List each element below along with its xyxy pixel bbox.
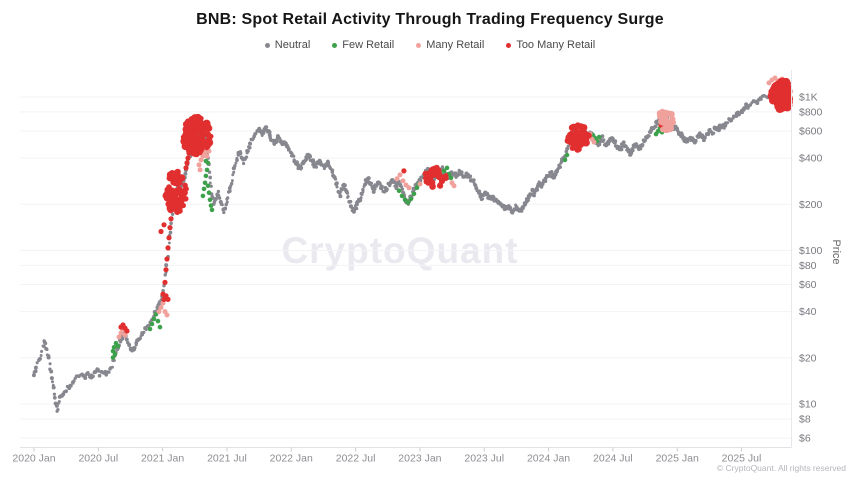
axes: $1K $800 $600 $400 $200 $100 $80 $60 $40 $20 $10 $8…: [12, 70, 823, 465]
cluster-points-few_retail: [110, 125, 667, 360]
legend-label: Many Retail: [426, 39, 485, 51]
x-tick-label: 2025 Jan: [656, 453, 699, 465]
x-tick-label: 2022 Jul: [336, 453, 376, 465]
chart-legend: Neutral Few Retail Many Retail Too Many Ret…: [0, 39, 860, 51]
y-tick-label: $400: [799, 153, 823, 165]
legend-label: Neutral: [274, 39, 311, 51]
legend-item-too_many_retail[interactable]: Too Many Retail: [506, 39, 595, 51]
legend-label: Too Many Retail: [516, 39, 596, 51]
chart-title: BNB: Spot Retail Activity Through Tradin…: [196, 11, 664, 28]
y-tick-label: $6: [799, 433, 811, 445]
x-tick-label: 2023 Jul: [464, 453, 504, 465]
y-axis-title: Price: [830, 239, 842, 264]
x-tick-label: 2023 Jan: [398, 453, 441, 465]
legend-item-few_retail[interactable]: Few Retail: [332, 39, 394, 51]
y-tick-label: $20: [799, 352, 817, 364]
cluster-blob-many_retail: [656, 108, 677, 134]
x-tick-label: 2021 Jul: [207, 453, 247, 465]
x-tick-label: 2025 Jul: [722, 453, 762, 465]
cluster-blob-too_many_retail: [422, 164, 449, 190]
y-tick-label: $60: [799, 279, 817, 291]
gridlines: [20, 96, 792, 439]
x-tick-label: 2024 Jul: [593, 453, 633, 465]
y-tick-label: $800: [799, 106, 823, 118]
x-tick-label: 2020 Jul: [78, 453, 118, 465]
legend-dot-too_many_retail: [506, 42, 512, 48]
y-tick-label: $1K: [799, 92, 818, 104]
legend-dot-neutral: [264, 42, 270, 48]
price-scatter-chart: CryptoQuant $1K$800$600$400$200$100$80$6…: [12, 70, 846, 473]
x-tick-label: 2022 Jan: [270, 453, 313, 465]
y-tick-label: $10: [799, 399, 817, 411]
x-tick-label: 2024 Jan: [527, 453, 570, 465]
legend-label: Few Retail: [342, 39, 395, 51]
y-tick-label: $100: [799, 245, 823, 257]
y-tick-label: $40: [799, 306, 817, 318]
cluster-blob-too_many_retail: [162, 168, 189, 215]
legend-dot-many_retail: [416, 42, 422, 48]
y-tick-label: $200: [799, 199, 823, 211]
scatter-points: [31, 75, 794, 413]
cluster-blob-too_many_retail: [180, 113, 214, 158]
y-tick-label: $600: [799, 126, 823, 138]
cluster-blob-too_many_retail: [564, 122, 592, 153]
copyright: © CryptoQuant. All rights reserved: [717, 463, 846, 473]
legend-dot-few_retail: [332, 42, 338, 48]
legend-item-neutral[interactable]: Neutral: [264, 39, 311, 51]
x-tick-label: 2021 Jan: [141, 453, 184, 465]
legend-item-many_retail[interactable]: Many Retail: [416, 39, 484, 51]
y-tick-label: $80: [799, 260, 817, 272]
cluster-points-many_retail: [116, 75, 785, 340]
y-tick-label: $8: [799, 413, 811, 425]
cluster-blob-too_many_retail: [767, 77, 794, 113]
x-tick-label: 2020 Jan: [12, 453, 55, 465]
cluster-points-too_many_retail: [118, 119, 666, 334]
